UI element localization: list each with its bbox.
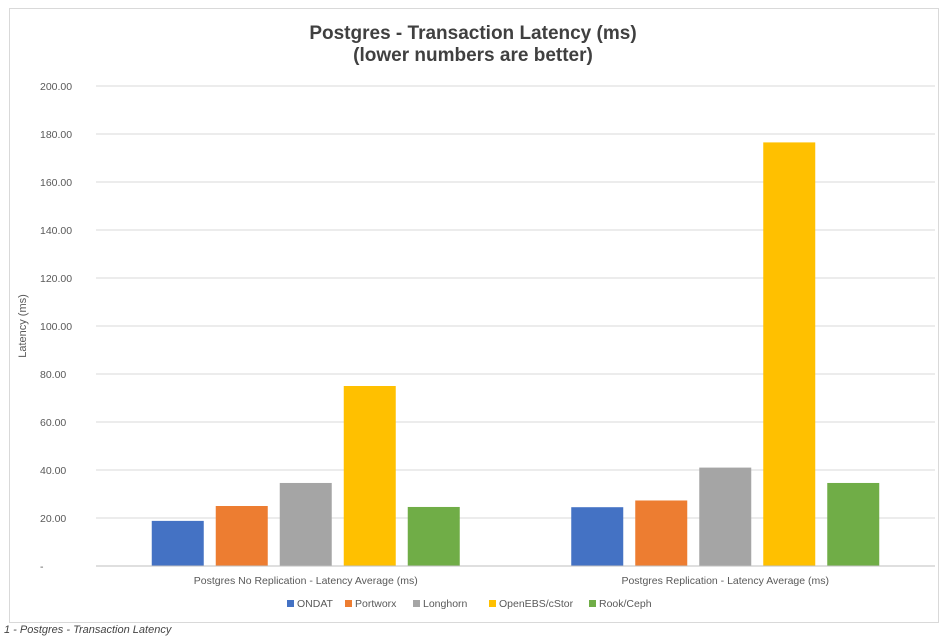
y-tick-label: 20.00 — [40, 513, 66, 525]
legend-label: ONDAT — [297, 598, 334, 610]
legend-swatch — [345, 600, 352, 607]
chart-title: Postgres - Transaction Latency (ms)(lowe… — [309, 23, 636, 66]
figure-caption: 1 - Postgres - Transaction Latency — [4, 624, 172, 636]
legend-label: Portworx — [355, 598, 397, 610]
chart-frame: Postgres - Transaction Latency (ms) (lowe… — [9, 8, 939, 623]
bar-openebs-cstor-1 — [343, 386, 396, 566]
bar-longhorn-2 — [699, 467, 752, 566]
bars — [96, 142, 935, 567]
y-tick-label: 140.00 — [40, 225, 72, 237]
y-tick-label: 180.00 — [40, 129, 72, 141]
bar-ondat-2 — [571, 507, 624, 566]
y-tick-label: 100.00 — [40, 321, 72, 333]
legend: ONDAT Portworx Longhorn OpenEBS/cStor Rook/C… — [287, 598, 652, 610]
legend-label: Rook/Ceph — [599, 598, 652, 610]
bar-rook-ceph-2 — [827, 482, 880, 566]
y-axis-title: Latency (ms) — [17, 294, 29, 358]
legend-swatch — [489, 600, 496, 607]
y-tick-label: 120.00 — [40, 273, 72, 285]
y-tick-label: 80.00 — [40, 369, 66, 381]
chart-svg: Postgres - Transaction Latency (ms)(lowe… — [17, 23, 935, 610]
y-tick-label: 60.00 — [40, 417, 66, 429]
bar-ondat-1 — [151, 520, 204, 566]
y-tick-label: 160.00 — [40, 177, 72, 189]
legend-swatch — [589, 600, 596, 607]
legend-swatch — [287, 600, 294, 607]
legend-label: Longhorn — [423, 598, 468, 610]
bar-rook-ceph-1 — [407, 506, 460, 566]
bar-openebs-cstor-2 — [763, 142, 816, 566]
legend-label: OpenEBS/cStor — [499, 598, 574, 610]
legend-swatch — [413, 600, 420, 607]
y-tick-label: 200.00 — [40, 81, 72, 93]
bar-longhorn-1 — [279, 482, 332, 566]
x-category-label: Postgres Replication - Latency Average (… — [621, 575, 829, 587]
chart-title-line-1: Postgres - Transaction Latency (ms) — [309, 23, 636, 44]
y-axis-ticks: - 20.00 40.00 60.00 80.00 100.00 120.00 140.00 1… — [40, 81, 72, 573]
chart-title-line-2: (lower numbers are better) — [353, 45, 593, 66]
y-tick-label: - — [40, 561, 44, 573]
bar-portworx-2 — [635, 500, 688, 566]
x-axis-categories: Postgres No Replication - Latency Averag… — [194, 575, 829, 587]
x-category-label: Postgres No Replication - Latency Averag… — [194, 575, 418, 587]
bar-portworx-1 — [215, 506, 268, 566]
y-tick-label: 40.00 — [40, 465, 66, 477]
